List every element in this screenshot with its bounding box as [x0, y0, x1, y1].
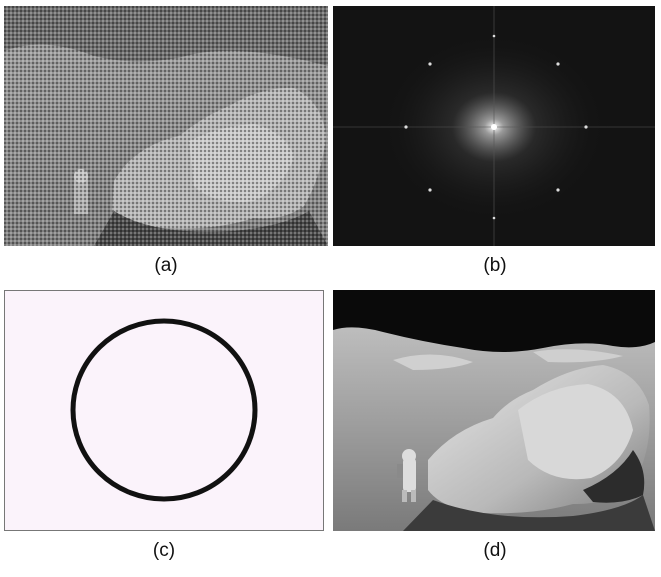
caption-b: (b)	[483, 255, 507, 276]
filter-panel	[4, 290, 324, 531]
restored-image-panel	[333, 290, 655, 531]
spectrum-panel	[333, 6, 655, 246]
restored-image-graphic	[333, 290, 655, 531]
filter-graphic	[5, 291, 323, 530]
noisy-image-panel	[4, 6, 328, 246]
spectrum-graphic	[333, 6, 655, 246]
caption-c: (c)	[152, 540, 176, 561]
caption-d: (d)	[483, 540, 507, 561]
caption-a: (a)	[154, 255, 178, 276]
noisy-image-graphic	[4, 6, 328, 246]
